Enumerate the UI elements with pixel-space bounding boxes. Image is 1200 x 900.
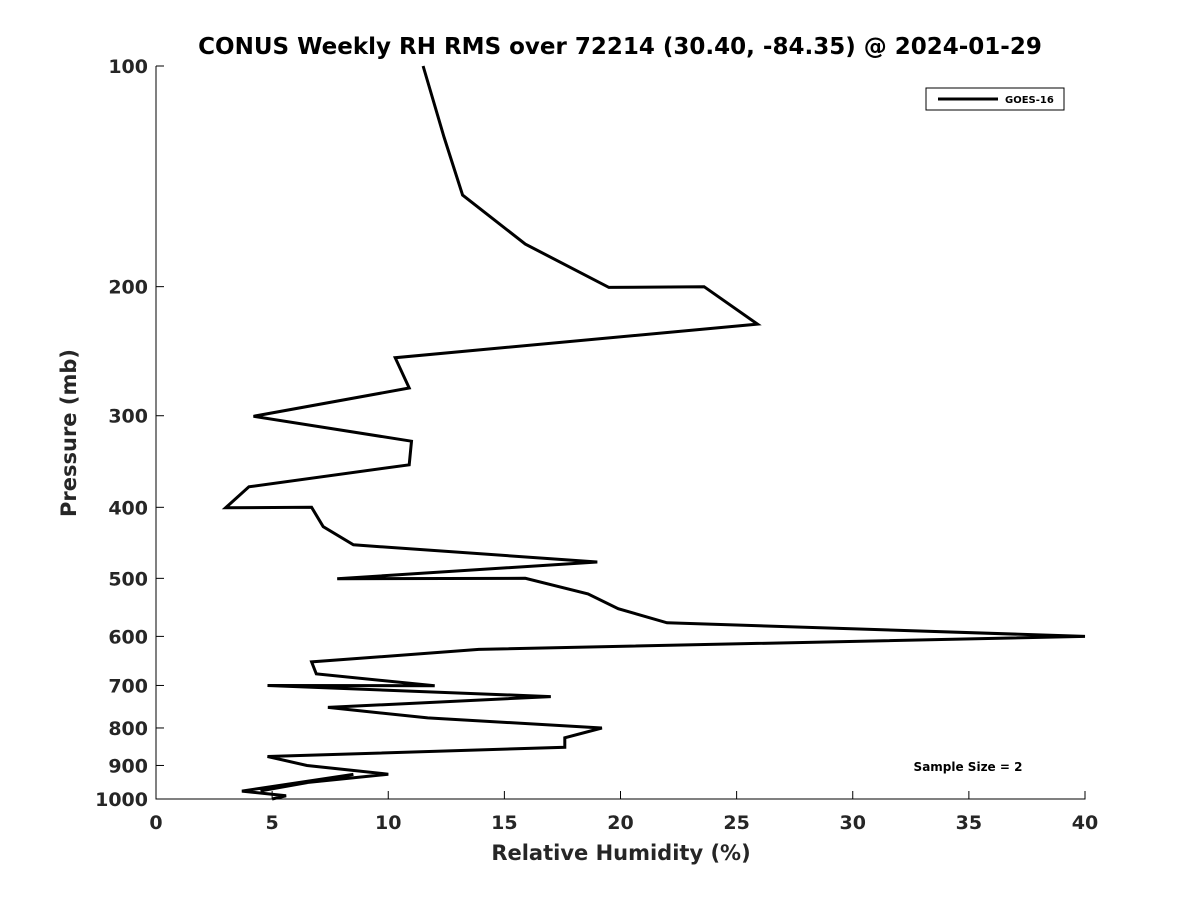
y-tick-label: 500 [108, 568, 148, 590]
x-tick-label: 10 [375, 812, 401, 834]
chart-title: CONUS Weekly RH RMS over 72214 (30.40, -… [198, 34, 1042, 60]
series-line-goes-16 [221, 65, 1086, 801]
y-tick-label: 400 [108, 497, 148, 519]
y-tick-label: 200 [108, 277, 148, 299]
sample-size-annotation: Sample Size = 2 [914, 760, 1023, 774]
x-axis-label: Relative Humidity (%) [491, 841, 750, 865]
y-tick-label: 800 [108, 718, 148, 740]
y-tick-label: 1000 [95, 789, 148, 811]
y-tick-label: 700 [108, 675, 148, 697]
x-axis: 0 5 10 15 20 25 30 35 40 [149, 791, 1098, 834]
series-layer [221, 65, 1086, 801]
legend-entry-goes-16: GOES-16 [1005, 95, 1054, 106]
x-tick-label: 35 [956, 812, 982, 834]
x-tick-label: 0 [149, 812, 162, 834]
x-tick-label: 30 [840, 812, 866, 834]
x-tick-label: 15 [491, 812, 517, 834]
x-tick-label: 40 [1072, 812, 1098, 834]
y-tick-label: 600 [108, 626, 148, 648]
x-tick-label: 5 [266, 812, 279, 834]
y-axis: 100 200 300 400 500 600 700 800 900 1000 [95, 56, 164, 811]
x-tick-label: 25 [723, 812, 749, 834]
axes-frame [155, 66, 1086, 800]
legend: GOES-16 [925, 87, 1065, 111]
y-tick-label: 900 [108, 755, 148, 777]
y-tick-label: 300 [108, 406, 148, 428]
x-tick-label: 20 [607, 812, 633, 834]
y-tick-label: 100 [108, 56, 148, 78]
y-axis-label: Pressure (mb) [57, 349, 81, 517]
